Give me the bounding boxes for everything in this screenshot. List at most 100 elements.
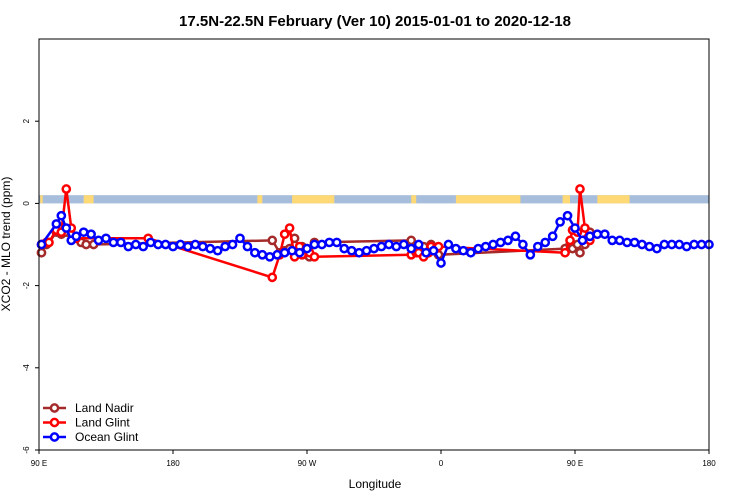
data-point [480,241,491,252]
data-point [267,235,278,246]
data-point [309,239,320,250]
data-point [547,231,558,242]
data-point [443,239,454,250]
ocean-band [39,195,709,204]
data-point [294,247,305,258]
x-axis-label: Longitude [349,477,402,491]
legend-item: Land Glint [43,416,130,430]
data-point [51,219,62,229]
land-band-segment [562,195,571,204]
x-tick-label: 0 [439,459,444,468]
land-band-segment [83,195,94,204]
data-point [272,249,283,260]
x-tick-label: 90 E [567,459,583,468]
data-point [495,237,506,248]
data-point [488,239,498,250]
data-point [138,241,149,252]
data-point [580,223,590,233]
legend-swatch-marker [49,417,60,428]
data-point [592,229,603,240]
data-point [525,249,536,260]
data-point [220,241,230,252]
data-point [86,229,96,240]
data-point [406,235,417,246]
data-point [681,241,692,252]
data-point [339,243,350,254]
data-point [369,243,379,254]
data-point [183,241,193,252]
legend-item: Ocean Glint [43,430,139,444]
data-point [309,251,320,262]
data-point [555,217,565,227]
data-point [331,237,342,248]
data-point [565,235,575,246]
data-point [398,239,409,250]
x-tick-label: 180 [166,459,180,468]
data-point [56,210,67,221]
data-point [267,272,278,283]
y-tick-label: -2 [22,281,31,289]
data-point [421,247,431,258]
series-ocean-glint [36,210,714,268]
data-point [101,233,111,244]
x-axis: 90 E 180 90 W 0 90 E 180 [31,450,716,468]
legend-item: Land Nadir [43,401,134,415]
data-point [599,229,610,240]
data-point [666,239,677,250]
data-point [570,223,580,233]
data-point [532,241,543,252]
data-point [36,239,47,250]
y-tick-label: 0 [22,201,31,206]
data-point [93,235,104,246]
data-point [108,237,119,248]
data-point [61,223,72,233]
data-point [652,243,662,254]
data-point [384,239,394,250]
data-point [637,239,647,250]
data-point [78,227,89,238]
data-point [190,239,201,250]
data-point [518,239,528,250]
data-point [324,237,335,248]
legend-swatch-marker [49,403,60,413]
data-point [197,241,208,252]
data-point [629,237,640,248]
data-point [503,235,513,246]
data-point [160,239,171,250]
legend-swatch-marker [49,432,60,442]
data-point [250,247,260,258]
data-point [81,239,91,250]
data-point [413,239,424,250]
data-point [284,223,295,233]
data-point [575,184,585,194]
data-point [175,239,186,250]
data-point [235,233,245,244]
land-band-segment [257,195,263,204]
data-point [575,247,585,258]
data-point [560,247,570,258]
data-point [71,231,82,242]
data-point [540,237,551,248]
data-point [436,258,446,268]
data-point [227,239,238,250]
data-point [61,184,72,194]
legend-label: Land Glint [75,416,130,430]
data-point [696,239,707,250]
legend-label: Ocean Glint [75,430,139,444]
data-point [346,245,357,256]
land-band-segment [597,195,630,204]
land-band-segment [411,195,417,204]
land-band-segment [40,195,43,204]
y-axis-label: XCO2 - MLO trend (ppm) [0,177,13,312]
data-point [264,251,275,262]
data-point [302,243,312,254]
data-point [168,241,178,252]
data-point [465,247,476,258]
data-point [451,243,461,254]
data-point [689,239,699,250]
data-point [622,237,632,248]
data-point [123,241,134,252]
data-point [585,231,595,242]
data-point [510,231,521,242]
y-axis: -6 -4 -2 0 2 [22,118,39,454]
